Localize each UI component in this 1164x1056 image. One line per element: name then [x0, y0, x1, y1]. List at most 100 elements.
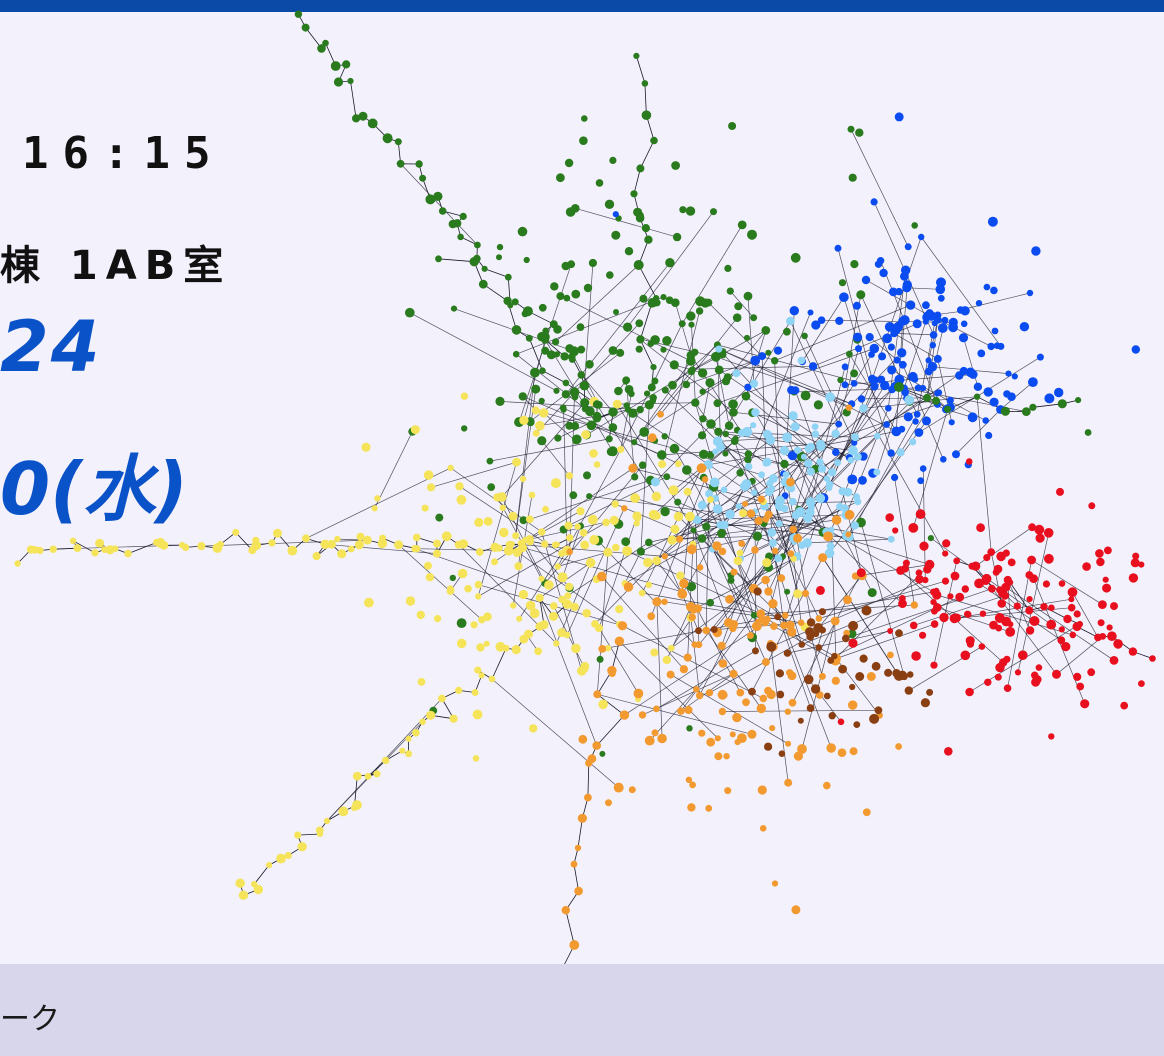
- network-node: [105, 545, 115, 555]
- network-node: [472, 709, 483, 720]
- network-node: [503, 296, 512, 306]
- network-node: [483, 612, 492, 621]
- network-edge: [566, 508, 625, 636]
- network-node: [396, 159, 405, 168]
- network-node: [913, 410, 921, 418]
- network-node: [712, 541, 722, 551]
- network-edge: [804, 335, 855, 443]
- network-node: [724, 787, 732, 795]
- network-node: [432, 549, 442, 558]
- network-node: [871, 661, 881, 671]
- network-node: [841, 381, 849, 389]
- network-node: [882, 333, 893, 344]
- network-node: [538, 397, 545, 404]
- network-node: [1072, 622, 1082, 632]
- network-node: [850, 380, 858, 387]
- network-node: [435, 255, 442, 263]
- network-edge: [717, 344, 875, 387]
- network-node: [732, 369, 741, 378]
- network-node: [878, 352, 887, 361]
- network-node: [682, 380, 691, 389]
- network-node: [818, 553, 828, 563]
- network-node: [811, 430, 820, 438]
- network-node: [699, 388, 706, 395]
- network-edge: [644, 372, 737, 433]
- network-node: [941, 316, 949, 324]
- network-edge: [906, 287, 941, 290]
- network-node: [989, 620, 998, 630]
- network-node: [1028, 523, 1036, 532]
- network-node: [837, 718, 845, 726]
- network-node: [633, 520, 640, 527]
- network-node: [968, 562, 976, 570]
- network-node: [644, 235, 653, 244]
- network-node: [859, 654, 868, 663]
- network-node: [831, 652, 838, 660]
- network-node: [774, 613, 782, 621]
- network-node: [412, 729, 420, 737]
- network-node: [683, 653, 692, 662]
- network-node: [724, 264, 732, 272]
- network-node: [691, 398, 700, 407]
- network-node: [676, 571, 685, 580]
- network-node: [718, 659, 728, 668]
- network-node: [1128, 647, 1138, 656]
- network-node: [1097, 619, 1105, 627]
- network-node: [766, 479, 774, 487]
- network-node: [807, 309, 814, 316]
- network-node: [750, 355, 761, 366]
- network-node: [663, 473, 671, 481]
- network-edge: [557, 551, 608, 567]
- network-node: [569, 940, 580, 950]
- network-node: [873, 468, 881, 476]
- network-node: [635, 213, 645, 223]
- network-node: [939, 612, 949, 623]
- network-node: [542, 327, 549, 335]
- network-node: [342, 60, 351, 69]
- network-node: [330, 61, 341, 71]
- network-edge: [624, 551, 642, 584]
- network-node: [744, 383, 752, 391]
- network-node: [674, 498, 682, 506]
- network-edge: [494, 468, 634, 563]
- network-edge: [597, 693, 625, 716]
- network-node: [793, 751, 804, 761]
- network-edge: [398, 544, 483, 621]
- network-edge: [1072, 592, 1099, 638]
- network-node: [718, 707, 727, 716]
- network-node: [794, 446, 802, 454]
- network-node: [628, 786, 636, 794]
- network-node: [847, 474, 858, 485]
- network-node: [773, 346, 783, 355]
- network-edge: [127, 542, 157, 554]
- network-node: [1107, 631, 1117, 641]
- network-node: [810, 684, 821, 694]
- network-node: [713, 399, 722, 408]
- network-edge: [518, 553, 562, 619]
- network-node: [561, 906, 570, 915]
- network-node: [801, 589, 810, 598]
- network-edge: [708, 445, 823, 466]
- network-node: [514, 562, 523, 571]
- network-node: [540, 540, 549, 548]
- network-node: [709, 477, 720, 488]
- network-node: [1036, 353, 1044, 361]
- network-node: [475, 548, 484, 556]
- network-node: [988, 584, 996, 593]
- network-node: [1003, 655, 1011, 663]
- network-edge: [894, 477, 915, 606]
- network-node: [438, 207, 447, 215]
- network-node: [554, 434, 562, 442]
- network-edge: [597, 540, 695, 645]
- network-node: [885, 404, 892, 412]
- network-node: [714, 427, 723, 436]
- network-node: [638, 589, 646, 597]
- network-node: [668, 380, 677, 390]
- network-node: [791, 905, 801, 915]
- network-node: [557, 572, 568, 583]
- network-edge: [535, 410, 675, 449]
- network-node: [803, 674, 814, 685]
- network-node: [897, 348, 907, 358]
- network-node: [987, 342, 995, 351]
- network-node: [911, 651, 921, 661]
